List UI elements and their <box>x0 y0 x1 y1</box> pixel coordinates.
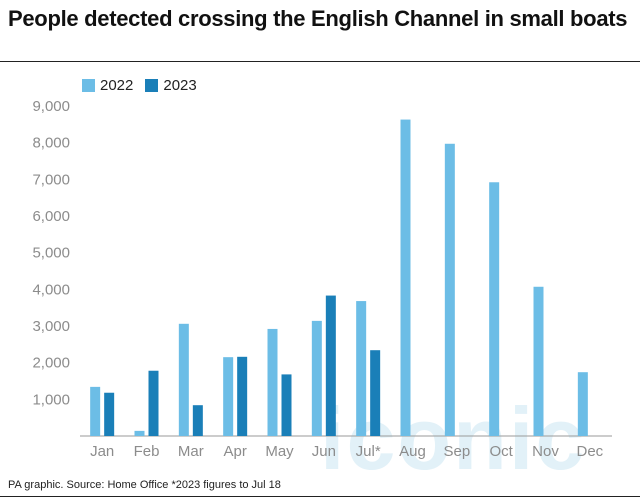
y-tick-label: 6,000 <box>32 208 70 225</box>
y-tick-label: 8,000 <box>32 135 70 152</box>
y-tick-label: 5,000 <box>32 245 70 262</box>
bar-2022-Jun <box>311 320 322 436</box>
y-tick-label: 1,000 <box>32 391 70 408</box>
x-tick-label: Oct <box>489 443 513 460</box>
x-tick-label: Nov <box>532 443 559 460</box>
chart-title: People detected crossing the English Cha… <box>8 6 628 31</box>
title-divider <box>0 61 640 62</box>
bar-2022-Nov <box>533 286 544 436</box>
y-tick-label: 7,000 <box>32 171 70 188</box>
legend-item-2023: 2023 <box>145 77 197 94</box>
footer-divider <box>0 496 640 497</box>
bar-2022-Jul <box>356 301 367 436</box>
legend-swatch-2022 <box>82 79 95 92</box>
bar-2023-Apr <box>237 356 248 436</box>
x-tick-label: Sep <box>443 443 470 460</box>
x-tick-label: Aug <box>399 443 426 460</box>
bar-2022-Oct <box>489 182 500 436</box>
x-tick-label: Feb <box>134 443 160 460</box>
legend: 2022 2023 <box>82 77 209 94</box>
bar-2023-Feb <box>148 370 159 436</box>
bar-2022-Jan <box>90 386 101 436</box>
bar-2022-Aug <box>400 119 411 437</box>
bar-2023-Jun <box>325 295 336 436</box>
bar-2022-Sep <box>444 143 455 436</box>
bar-2022-Apr <box>223 357 234 436</box>
x-tick-label: Jun <box>312 443 336 460</box>
y-tick-label: 3,000 <box>32 318 70 335</box>
bar-2023-Mar <box>192 405 203 436</box>
x-tick-label: Apr <box>223 443 246 460</box>
x-tick-label: Jan <box>90 443 114 460</box>
bar-2022-Mar <box>178 323 189 436</box>
bar-2022-Dec <box>577 372 588 436</box>
x-tick-label: Jul* <box>356 443 381 460</box>
y-tick-label: 2,000 <box>32 355 70 372</box>
y-tick-label: 4,000 <box>32 281 70 298</box>
bar-2023-Jul <box>370 350 381 436</box>
legend-swatch-2023 <box>145 79 159 92</box>
bar-2023-Jan <box>104 392 115 436</box>
legend-label-2023: 2023 <box>163 77 197 94</box>
source-note: PA graphic. Source: Home Office *2023 fi… <box>8 479 281 491</box>
bar-2022-Feb <box>134 430 145 436</box>
x-tick-label: Dec <box>576 443 603 460</box>
legend-item-2022: 2022 <box>82 77 133 94</box>
bar-2023-May <box>281 374 292 436</box>
x-tick-label: Mar <box>178 443 204 460</box>
bar-2022-May <box>267 328 278 436</box>
y-tick-label: 9,000 <box>32 98 70 115</box>
x-tick-label: May <box>265 443 294 460</box>
legend-label-2022: 2022 <box>100 77 134 94</box>
